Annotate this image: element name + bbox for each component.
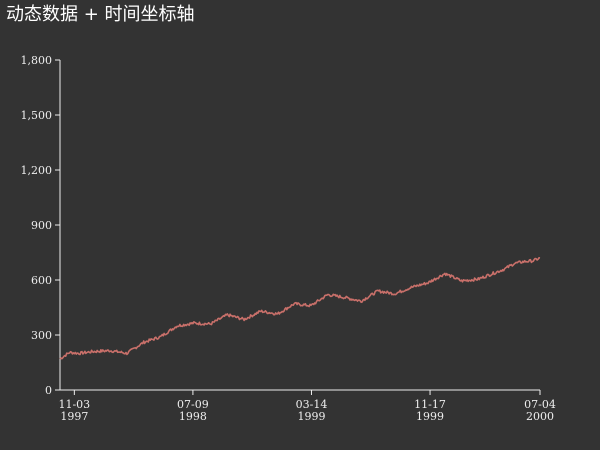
y-tick-label: 1,800 xyxy=(21,54,53,67)
y-tick-label: 600 xyxy=(31,274,52,287)
chart-title: 动态数据 + 时间坐标轴 xyxy=(6,4,195,25)
axes: 03006009001,2001,5001,80011-03199707-091… xyxy=(21,54,556,423)
y-tick-label: 300 xyxy=(31,329,52,342)
x-tick-year: 1999 xyxy=(297,410,325,423)
x-tick-label: 07-09 xyxy=(177,398,209,411)
x-tick-year: 2000 xyxy=(526,410,554,423)
y-tick-label: 1,500 xyxy=(21,109,53,122)
y-tick-label: 1,200 xyxy=(21,164,53,177)
x-tick-label: 07-04 xyxy=(524,398,556,411)
series-line xyxy=(59,257,541,360)
x-tick-year: 1999 xyxy=(416,410,444,423)
series-marks xyxy=(59,257,541,360)
x-tick-label: 11-17 xyxy=(414,398,446,411)
x-tick-year: 1997 xyxy=(60,410,88,423)
x-tick-label: 11-03 xyxy=(58,398,90,411)
y-tick-label: 0 xyxy=(45,384,52,397)
x-tick-label: 03-14 xyxy=(296,398,328,411)
x-tick-year: 1998 xyxy=(179,410,207,423)
y-tick-label: 900 xyxy=(31,219,52,232)
